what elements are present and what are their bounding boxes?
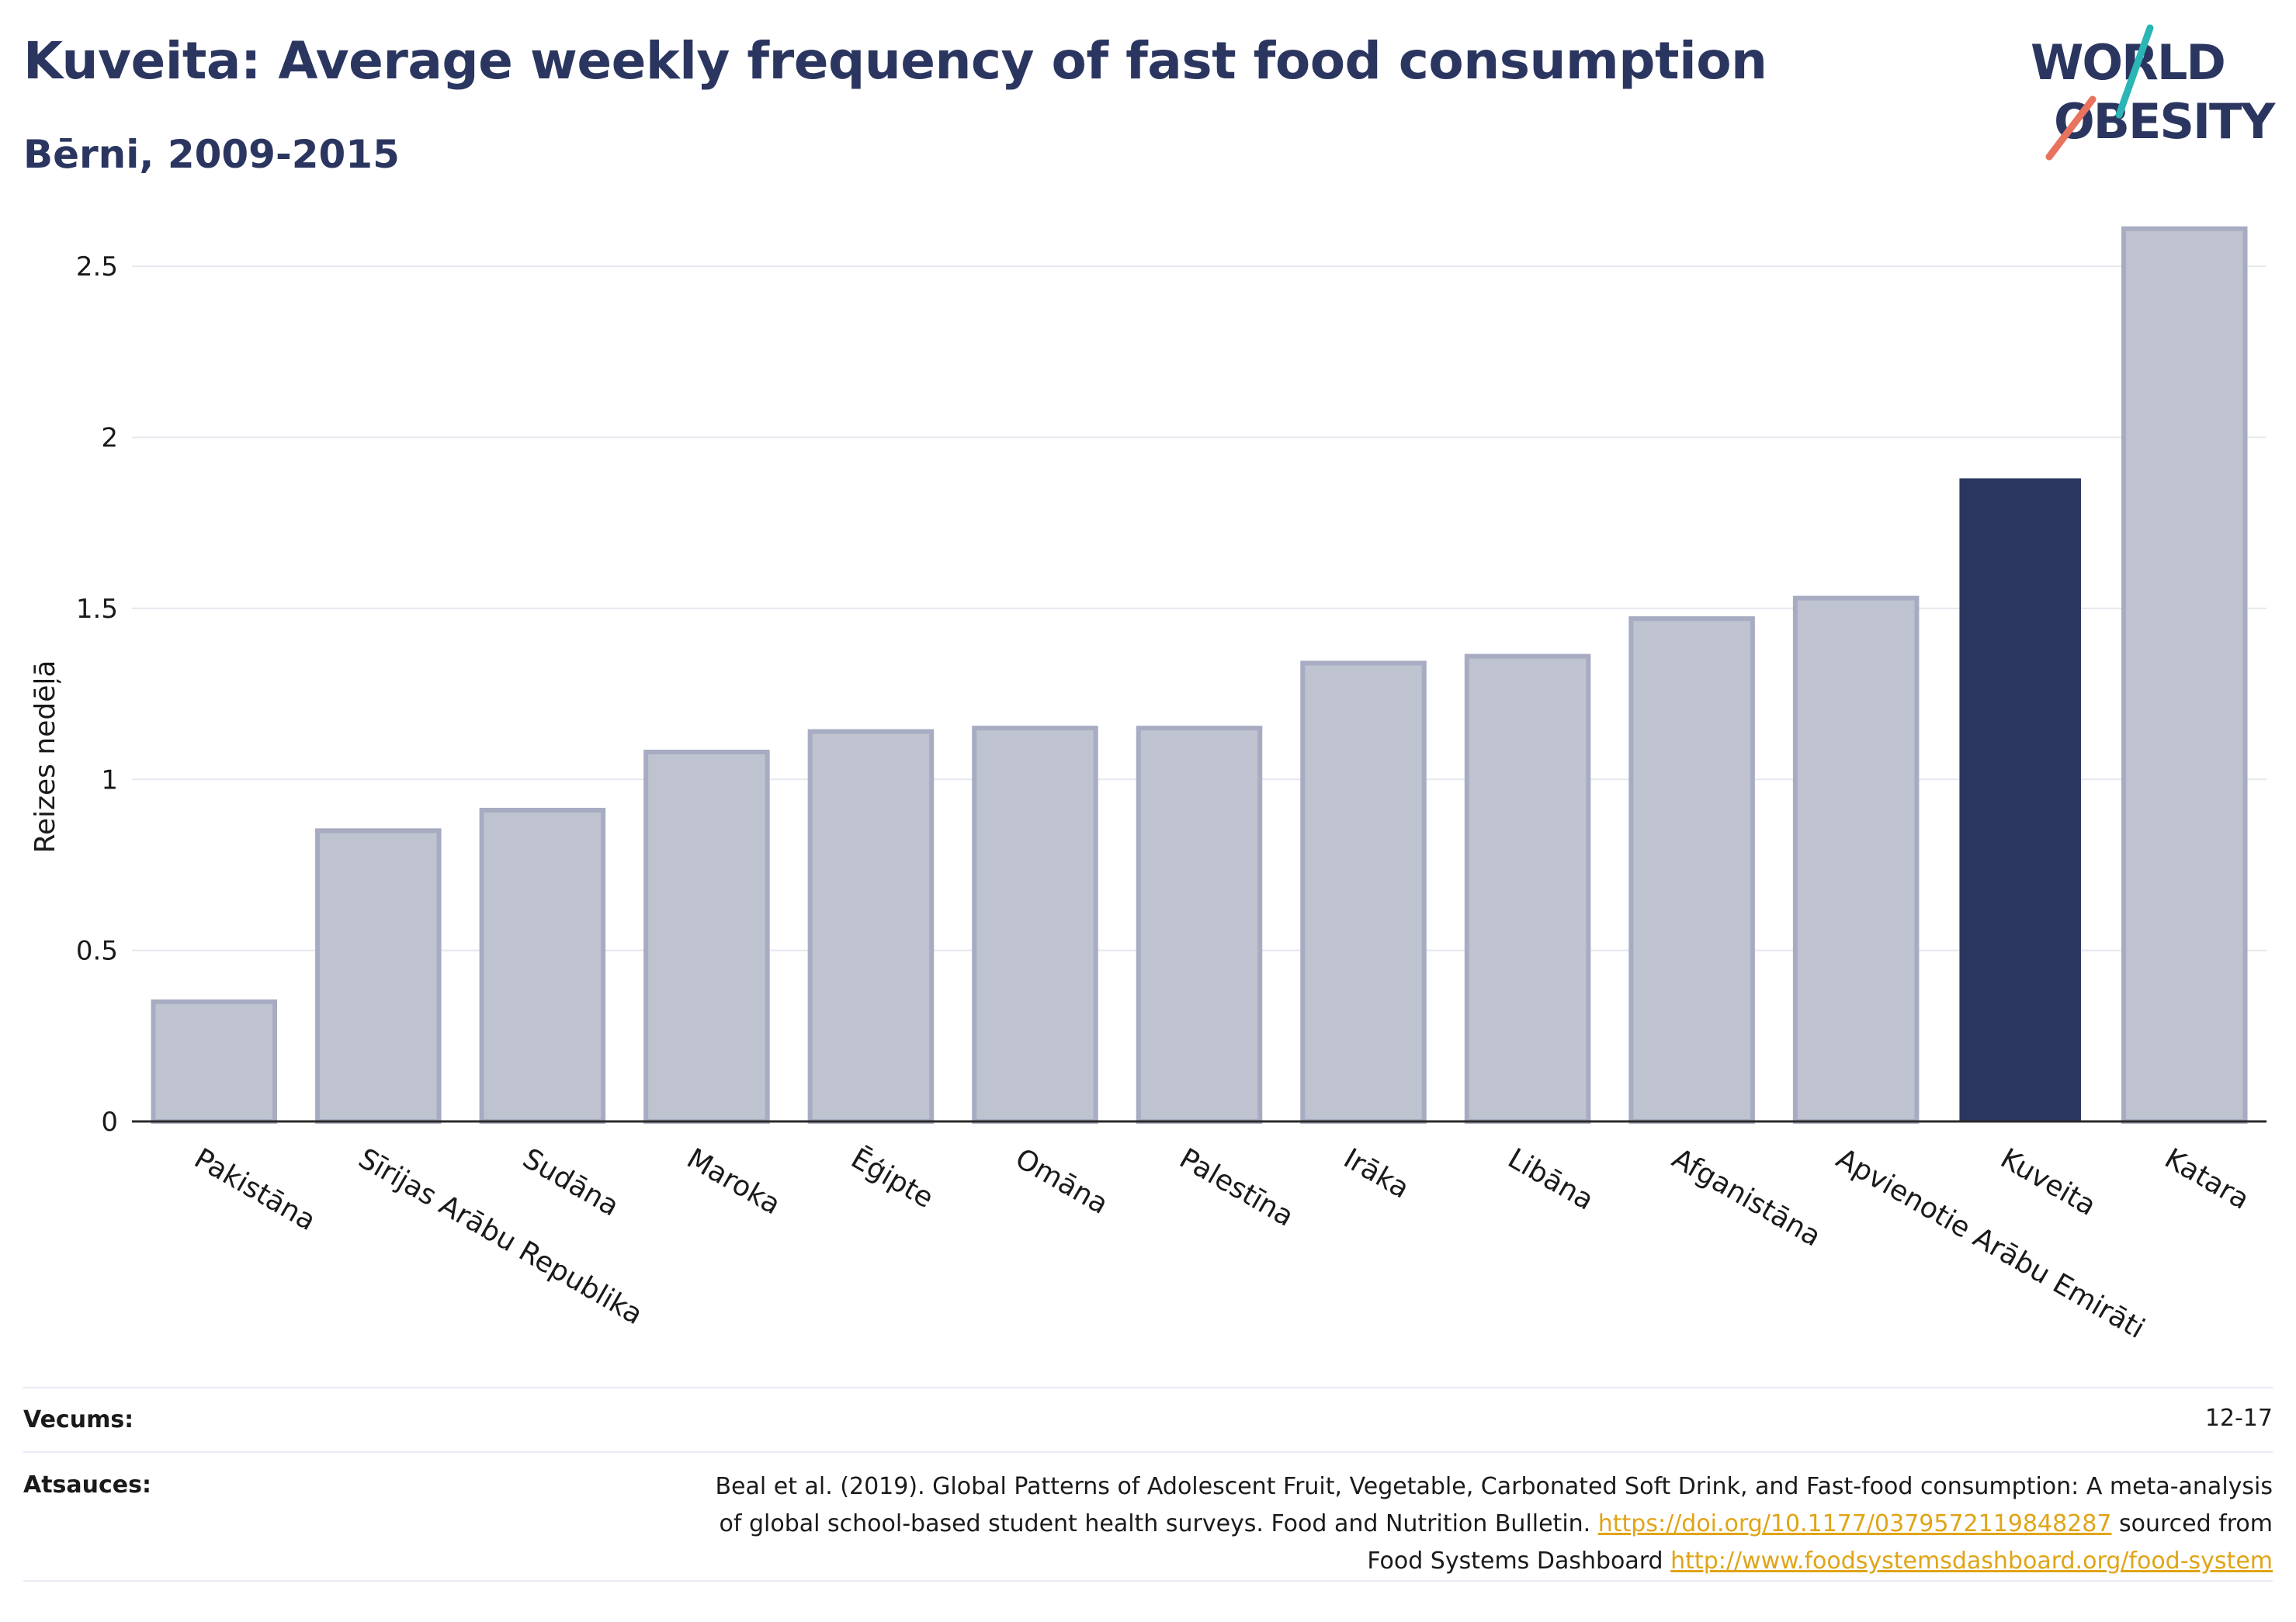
x-tick-label: Ēģipte <box>845 1142 938 1215</box>
bar <box>1136 726 1263 1124</box>
meta-rule-middle <box>23 1451 2273 1453</box>
sources-line2-text: of global school-based student health su… <box>719 1510 1591 1537</box>
y-tick-label: 1.5 <box>76 594 118 625</box>
x-tick-label: Apvienotie Arābu Emirāti <box>1831 1142 2150 1345</box>
sources-line2-tail: sourced from <box>2118 1510 2273 1537</box>
bar <box>1628 616 1755 1124</box>
age-row: Vecums: 12-17 <box>23 1405 2273 1440</box>
bar <box>2121 226 2248 1125</box>
bar <box>479 807 606 1124</box>
logo-slash-teal <box>2115 24 2154 119</box>
y-tick-label: 0 <box>101 1107 118 1138</box>
sources-label: Atsauces: <box>23 1471 151 1499</box>
x-tick-label: Omāna <box>1010 1142 1113 1221</box>
x-tick-label: Katara <box>2159 1142 2255 1216</box>
bar <box>151 999 278 1124</box>
sources-text: Beal et al. (2019). Global Patterns of A… <box>410 1468 2273 1580</box>
y-tick-labels: 0 0.5 1 1.5 2 2.5 <box>76 251 118 1138</box>
x-tick-label: Irāka <box>1338 1142 1414 1204</box>
bar <box>972 726 1098 1124</box>
chart-title: Kuveita: Average weekly frequency of fas… <box>23 31 1767 91</box>
x-tick-label: Palestīna <box>1174 1142 1299 1233</box>
meta-rule-bottom <box>23 1580 2273 1582</box>
y-axis-title: Reizes nedēļā <box>29 660 61 854</box>
world-obesity-logo: WORLD OBESITY <box>2031 24 2277 161</box>
meta-rule-top <box>23 1387 2273 1388</box>
x-tick-label: Afganistāna <box>1667 1142 1826 1253</box>
age-label: Vecums: <box>23 1406 134 1433</box>
x-tick-label: Kuveita <box>1995 1142 2101 1222</box>
x-tick-label: Sīrijas Arābu Republika <box>353 1142 648 1331</box>
y-tick-label: 2 <box>101 423 118 454</box>
y-tick-label: 2.5 <box>76 251 118 282</box>
sources-line2: of global school-based student health su… <box>410 1506 2273 1543</box>
sources-line3: Food Systems Dashboard http://www.foodsy… <box>410 1543 2273 1580</box>
sources-line1: Beal et al. (2019). Global Patterns of A… <box>715 1473 2273 1500</box>
y-tick-label: 0.5 <box>76 936 118 967</box>
sources-line3-text: Food Systems Dashboard <box>1367 1547 1663 1575</box>
bar-highlight <box>1959 478 2081 1121</box>
bar <box>1300 660 1427 1124</box>
bar <box>643 750 770 1124</box>
logo-slash-coral <box>2045 95 2097 161</box>
bar-chart: 0 0.5 1 1.5 2 2.5 Pakistāna Sīrijas Arābu Repu… <box>29 226 2267 1345</box>
x-tick-label: Maroka <box>682 1142 786 1221</box>
food-systems-link[interactable]: http://www.foodsystemsdashboard.org/food… <box>1670 1547 2273 1575</box>
age-value: 12-17 <box>2204 1405 2273 1432</box>
doi-link[interactable]: https://doi.org/10.1177/0379572119848287 <box>1597 1510 2112 1537</box>
sources-row: Atsauces: Beal et al. (2019). Global Pat… <box>23 1468 2273 1585</box>
bar <box>1792 595 1920 1124</box>
bar <box>1464 653 1591 1124</box>
bar <box>807 729 935 1124</box>
chart-subtitle: Bērni, 2009-2015 <box>23 132 400 177</box>
bars <box>151 226 2248 1125</box>
x-tick-label: Libāna <box>1503 1142 1599 1216</box>
x-tick-label: Pakistāna <box>189 1142 321 1237</box>
bar <box>315 828 442 1124</box>
y-tick-label: 1 <box>101 764 118 795</box>
x-tick-label: Sudāna <box>517 1142 624 1222</box>
